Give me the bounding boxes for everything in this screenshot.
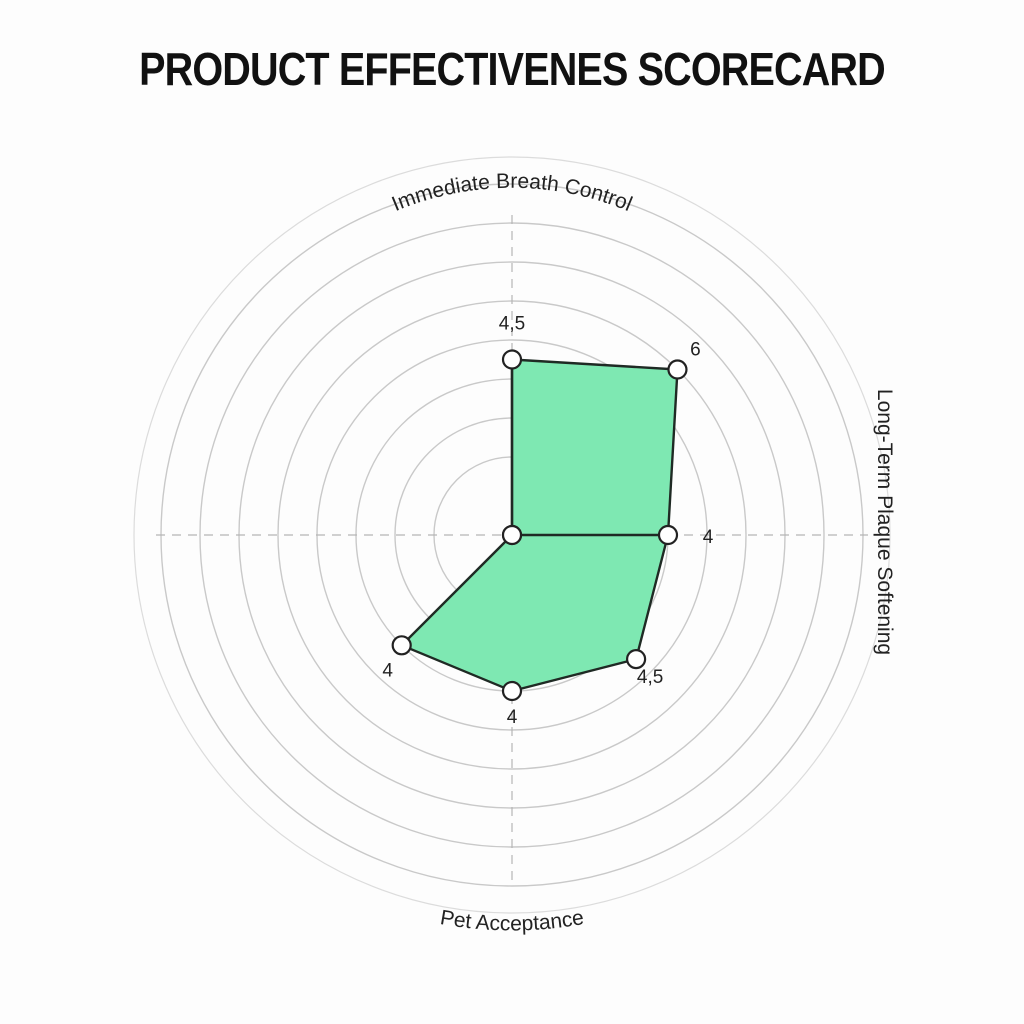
data-point [657, 524, 679, 546]
data-label: 6 [690, 340, 701, 361]
radar-data-labels: 4,5 6 4 4,5 4 4 [382, 314, 713, 729]
data-point [501, 349, 523, 370]
axis-label-long-term-plaque-softening: Long-Term Plaque Softening [873, 389, 896, 655]
axis-label-pet-acceptance: Pet Acceptance [439, 906, 586, 935]
data-point [501, 524, 523, 546]
chart-title: PRODUCT EFFECTIVENES SCORECARD [139, 43, 886, 95]
data-label: 4 [507, 707, 518, 728]
data-label: 4,5 [499, 314, 525, 335]
data-point [391, 635, 412, 656]
axis-label-immediate-breath-control: Immediate Breath Control [389, 170, 636, 216]
data-label: 4 [382, 660, 393, 681]
series-area [400, 358, 679, 693]
data-point [501, 680, 523, 702]
data-point [667, 359, 688, 380]
data-point [625, 648, 647, 670]
radar-points [391, 349, 688, 702]
data-label: 4 [703, 527, 714, 548]
data-label: 4,5 [637, 667, 663, 688]
grid-ring-outer [133, 156, 891, 914]
radar-series [400, 358, 679, 693]
